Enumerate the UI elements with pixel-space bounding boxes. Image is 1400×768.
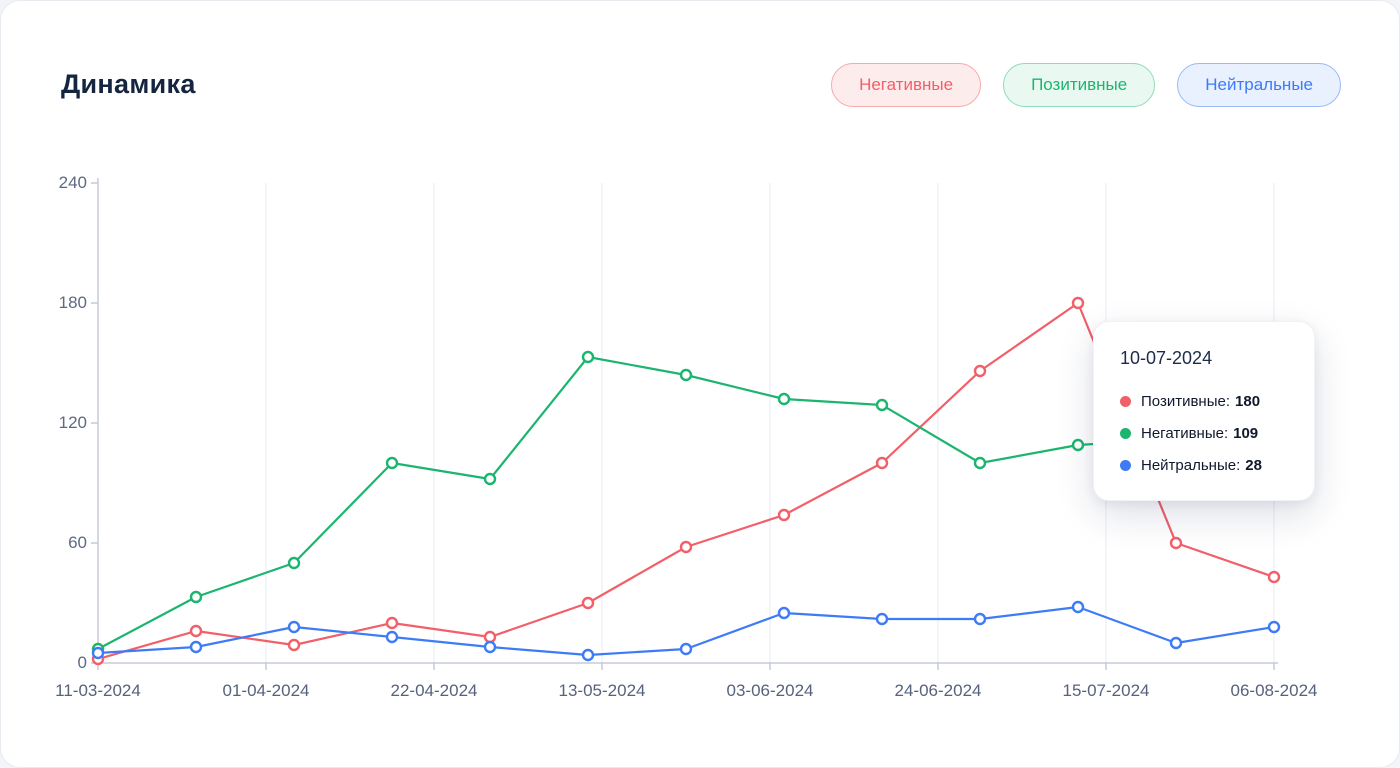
legend: Негативные Позитивные Нейтральные <box>831 63 1341 108</box>
negative-point[interactable] <box>973 456 987 470</box>
page-title: Динамика <box>61 69 196 99</box>
neutral-point[interactable] <box>91 646 105 660</box>
tooltip-row-negative: Негативные: 109 <box>1120 425 1288 442</box>
positive-point[interactable] <box>973 364 987 378</box>
positive-point[interactable] <box>385 616 399 630</box>
neutral-point[interactable] <box>777 606 791 620</box>
negative-point[interactable] <box>679 368 693 382</box>
positive-point[interactable] <box>777 508 791 522</box>
positive-point[interactable] <box>679 540 693 554</box>
legend-pill-label: Негативные <box>859 75 954 94</box>
negative-point[interactable] <box>189 590 203 604</box>
legend-pill-label: Позитивные <box>1031 75 1128 94</box>
legend-pill-negative[interactable]: Негативные <box>831 63 982 108</box>
tooltip-row-label: Негативные: <box>1141 425 1229 442</box>
negative-point[interactable] <box>385 456 399 470</box>
neutral-point[interactable] <box>483 640 497 654</box>
positive-point[interactable] <box>1169 536 1183 550</box>
neutral-point[interactable] <box>581 648 595 662</box>
neutral-point[interactable] <box>1169 636 1183 650</box>
positive-point[interactable] <box>1071 296 1085 310</box>
neutral-point[interactable] <box>875 612 889 626</box>
positive-point[interactable] <box>1267 570 1281 584</box>
tooltip-row-neutral: Нейтральные: 28 <box>1120 457 1288 474</box>
neutral-point[interactable] <box>973 612 987 626</box>
neutral-point[interactable] <box>385 630 399 644</box>
neutral-dot-icon <box>1120 460 1131 471</box>
tooltip-row-label: Позитивные: <box>1141 393 1231 410</box>
positive-point[interactable] <box>483 630 497 644</box>
neutral-point[interactable] <box>1267 620 1281 634</box>
chart-tooltip: 10-07-2024 Позитивные: 180 Негативные: 1… <box>1093 321 1315 501</box>
tooltip-row-value: 28 <box>1245 457 1262 474</box>
neutral-point[interactable] <box>679 642 693 656</box>
neutral-point[interactable] <box>189 640 203 654</box>
positive-point[interactable] <box>875 456 889 470</box>
legend-pill-positive[interactable]: Позитивные <box>1003 63 1156 108</box>
legend-pill-label: Нейтральные <box>1205 75 1313 94</box>
negative-point[interactable] <box>483 472 497 486</box>
positive-point[interactable] <box>189 624 203 638</box>
neutral-series <box>91 600 1281 662</box>
tooltip-row-label: Нейтральные: <box>1141 457 1241 474</box>
negative-point[interactable] <box>287 556 301 570</box>
tooltip-date: 10-07-2024 <box>1120 348 1213 368</box>
positive-point[interactable] <box>287 638 301 652</box>
negative-point[interactable] <box>581 350 595 364</box>
negative-point[interactable] <box>777 392 791 406</box>
negative-point[interactable] <box>1071 438 1085 452</box>
tooltip-row-positive: Позитивные: 180 <box>1120 393 1288 410</box>
negative-point[interactable] <box>875 398 889 412</box>
neutral-point[interactable] <box>1071 600 1085 614</box>
neutral-point[interactable] <box>287 620 301 634</box>
tooltip-row-value: 109 <box>1233 425 1259 442</box>
positive-dot-icon <box>1120 396 1131 407</box>
legend-pill-neutral[interactable]: Нейтральные <box>1177 63 1341 108</box>
negative-dot-icon <box>1120 428 1131 439</box>
tooltip-row-value: 180 <box>1235 393 1261 410</box>
positive-point[interactable] <box>581 596 595 610</box>
